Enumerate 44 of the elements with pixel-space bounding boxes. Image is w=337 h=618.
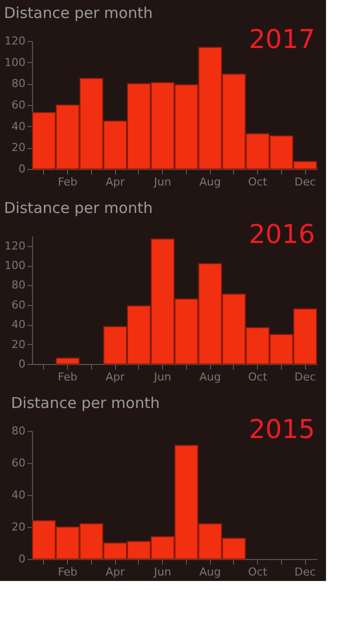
y-tick-label: 20: [12, 141, 26, 154]
y-tick-label: 60: [12, 456, 26, 470]
y-tick-label: 80: [12, 278, 26, 292]
y-tick-label: 100: [4, 259, 26, 272]
x-tick-label: Dec: [294, 176, 316, 188]
y-tick-label: 60: [12, 98, 26, 112]
y-tick-label: 120: [4, 239, 26, 252]
x-tick-label: Aug: [199, 370, 221, 384]
x-tick-label: Dec: [294, 566, 316, 578]
x-tick-label: Oct: [248, 176, 268, 188]
y-tick-label: 0: [18, 358, 26, 370]
y-tick-label: 20: [12, 338, 26, 351]
x-tick-label: Jun: [153, 566, 172, 578]
y-tick-label: 80: [12, 424, 26, 438]
x-tick-label: Apr: [106, 566, 126, 578]
x-tick-label: Feb: [58, 566, 78, 578]
bar: [56, 358, 80, 364]
chart-title: Distance per month: [4, 4, 153, 22]
chart-title: Distance per month: [4, 199, 153, 217]
y-tick-label: 0: [18, 162, 26, 176]
x-tick-label: Jun: [153, 370, 172, 384]
annotation: 2015: [248, 415, 315, 445]
x-tick-label: Apr: [106, 176, 126, 188]
annotation: 2016: [248, 220, 315, 250]
y-tick-label: 40: [12, 120, 26, 133]
x-tick-label: Aug: [199, 566, 221, 578]
x-tick-label: Feb: [58, 176, 78, 188]
x-tick-label: Apr: [106, 370, 126, 384]
y-tick-label: 20: [12, 520, 26, 534]
x-tick-label: Aug: [199, 176, 221, 188]
annotation: 2017: [248, 25, 315, 55]
y-tick-label: 120: [4, 34, 26, 48]
x-tick-label: Oct: [248, 566, 268, 578]
y-tick-label: 60: [12, 298, 26, 312]
x-tick-label: Dec: [294, 370, 316, 384]
y-tick-label: 40: [12, 488, 26, 502]
chart-title: Distance per month: [11, 394, 160, 412]
x-tick-label: Feb: [58, 370, 78, 384]
y-tick-label: 40: [12, 318, 26, 332]
x-tick-label: Jun: [153, 176, 172, 188]
y-tick-label: 80: [12, 77, 26, 90]
x-tick-label: Oct: [248, 370, 268, 384]
y-tick-label: 0: [18, 552, 26, 566]
y-tick-label: 100: [4, 56, 26, 69]
